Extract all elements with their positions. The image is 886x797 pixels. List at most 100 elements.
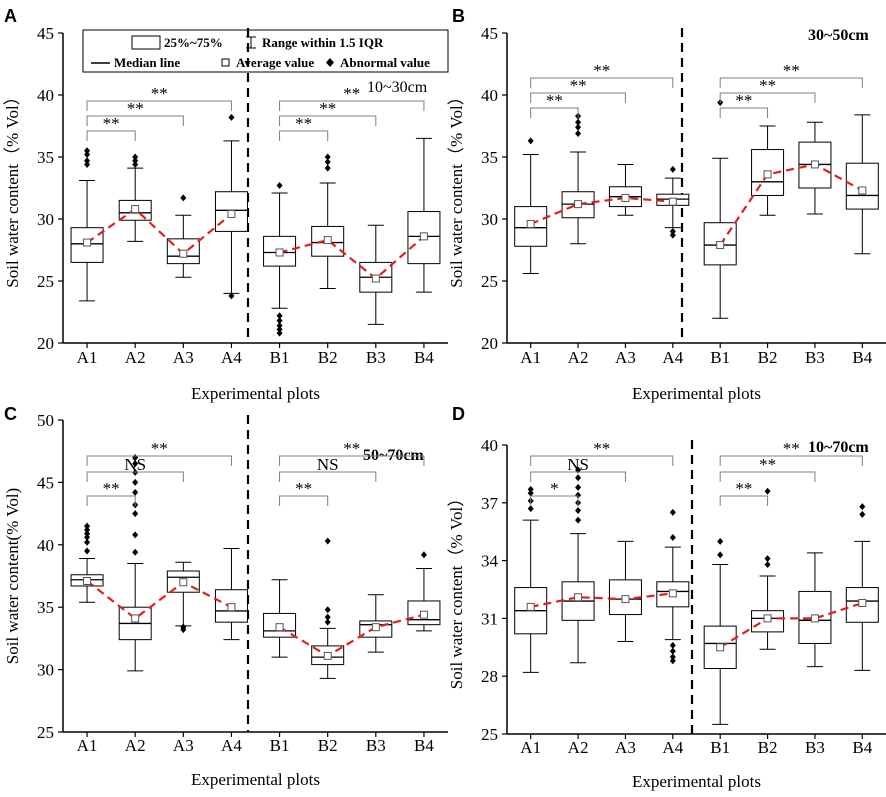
outlier-point (575, 507, 582, 515)
y-tick-label: 35 (37, 598, 54, 617)
box-B4 (407, 137, 441, 293)
box-B1 (703, 98, 737, 319)
mean-trend-line-b (719, 163, 863, 246)
y-tick-label: 50 (37, 411, 54, 430)
outlier-point (669, 508, 676, 516)
significance-label: ** (546, 91, 563, 110)
box-A2 (561, 112, 595, 245)
x-tick-label: A1 (520, 738, 541, 757)
mean-marker (763, 170, 772, 179)
significance-bracket (279, 455, 425, 466)
outlier-point (132, 160, 139, 168)
significance-bracket (86, 495, 136, 506)
y-axis-label: Soil water content(% Vol) (3, 488, 22, 664)
legend-average-icon (221, 58, 230, 67)
significance-label: * (550, 479, 559, 498)
outlier-point (84, 526, 91, 534)
box-B2 (311, 153, 345, 289)
outlier-point (276, 325, 283, 333)
x-tick-label: A3 (615, 348, 636, 367)
mean-marker (621, 595, 630, 604)
significance-label: ** (593, 439, 610, 458)
outlier-point (527, 137, 534, 145)
mean-marker (574, 593, 583, 602)
outlier-point (764, 560, 771, 568)
significance-bracket (719, 471, 816, 482)
x-tick-label: B3 (805, 738, 825, 757)
significance-label: ** (735, 479, 752, 498)
panel-d-plot: 25 28 31 34 37 40 Soil water content（% Vol） A1 A… (447, 436, 886, 791)
significance-label: ** (735, 91, 752, 110)
significance-bracket (719, 107, 769, 118)
y-tick-label: 40 (481, 436, 498, 455)
outlier-point (132, 548, 139, 556)
mean-trend-line-a (86, 580, 232, 620)
x-tick-label: B4 (414, 736, 434, 755)
outlier-point (764, 487, 771, 495)
outlier-point (276, 317, 283, 325)
panel-a-plot: 20 25 30 35 40 45 Soil water content（% Vol） A1 A… (3, 24, 448, 403)
x-tick-label: B3 (366, 348, 386, 367)
x-tick-label: A2 (568, 348, 589, 367)
significance-bracket (279, 130, 329, 141)
significance-label: ** (127, 99, 144, 118)
significance-bracket (86, 100, 232, 111)
x-tick-label: A1 (77, 348, 98, 367)
panel-a-depth-title: 10~30cm (367, 79, 428, 96)
significance-bracket (86, 130, 136, 141)
panel-letter-a: A (4, 6, 17, 26)
box-A1 (514, 485, 548, 673)
legend-box-label: 25%~75% (164, 35, 223, 50)
outlier-point (180, 194, 187, 202)
outlier-point (132, 157, 139, 165)
outlier-point (324, 158, 331, 166)
outlier-point (324, 537, 331, 545)
panel-c-plot: 25 30 35 40 45 50 Soil water content(% Vol) A1 A… (3, 411, 448, 789)
box-A4 (214, 548, 248, 641)
y-tick-label: 34 (481, 552, 499, 571)
legend-box-icon (131, 35, 161, 50)
outlier-point (575, 129, 582, 137)
box-A4 (214, 113, 248, 300)
outlier-point (527, 505, 534, 513)
x-tick-label: A4 (662, 738, 683, 757)
box-A3 (608, 540, 642, 643)
x-tick-label: B4 (414, 348, 434, 367)
significance-label: ** (103, 114, 120, 133)
mean-marker (668, 589, 677, 598)
mean-marker (810, 614, 819, 623)
outlier-point (324, 618, 331, 626)
x-axis-label: Experimental plots (191, 384, 320, 403)
outlier-point (669, 641, 676, 649)
outlier-point (669, 647, 676, 655)
outlier-point (859, 503, 866, 511)
box-A3 (608, 163, 642, 216)
outlier-point (132, 510, 139, 518)
significance-bracket (530, 471, 626, 482)
mean-marker (275, 248, 284, 257)
significance-bracket (530, 107, 579, 118)
x-tick-label: B2 (318, 736, 338, 755)
significance-bracket (279, 100, 425, 111)
mean-marker (83, 576, 92, 585)
box-B1 (263, 182, 297, 337)
outlier-point (180, 626, 187, 634)
x-tick-label: A3 (173, 348, 194, 367)
significance-label: ** (783, 61, 800, 80)
y-axis-label: Soil water content（% Vol） (447, 88, 466, 287)
x-axis-label: Experimental plots (632, 384, 761, 403)
y-tick-label: 20 (37, 334, 54, 353)
mean-marker (227, 603, 236, 612)
mean-marker (131, 614, 140, 623)
outlier-point (669, 165, 676, 173)
outlier-point (132, 478, 139, 486)
outlier-point (575, 123, 582, 131)
mean-trend-line-a (86, 207, 233, 256)
significance-label: ** (593, 61, 610, 80)
outlier-point (276, 329, 283, 337)
y-tick-label: 37 (481, 494, 499, 513)
mean-trend-line-a (530, 592, 673, 608)
outlier-point (324, 606, 331, 614)
outlier-point (84, 530, 91, 538)
